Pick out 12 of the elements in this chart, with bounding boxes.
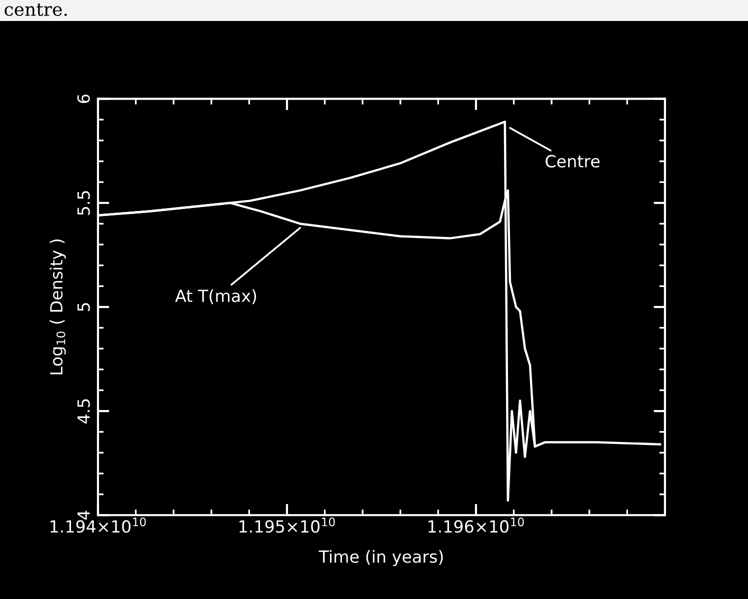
- annotation: Centre: [546, 154, 600, 168]
- y-tick-label: 4: [78, 510, 90, 520]
- text: centre.: [4, 3, 67, 16]
- y-tick-label: 6: [77, 94, 90, 103]
- y-tick-label: 5.5: [78, 191, 90, 215]
- x-tick-label: 1.195×10$^{10}$: [240, 518, 335, 533]
- y-tick-label: 4.5: [78, 399, 90, 424]
- x-axis-title: Time (in years): [318, 550, 443, 566]
- y-tick-label: 5: [78, 303, 90, 312]
- x-tick-label: 1.196×10$^{10}$: [428, 518, 524, 533]
- y-axis-title: Log$_{10}$ ( Density ): [50, 240, 66, 374]
- annotation: At T(max): [175, 289, 256, 304]
